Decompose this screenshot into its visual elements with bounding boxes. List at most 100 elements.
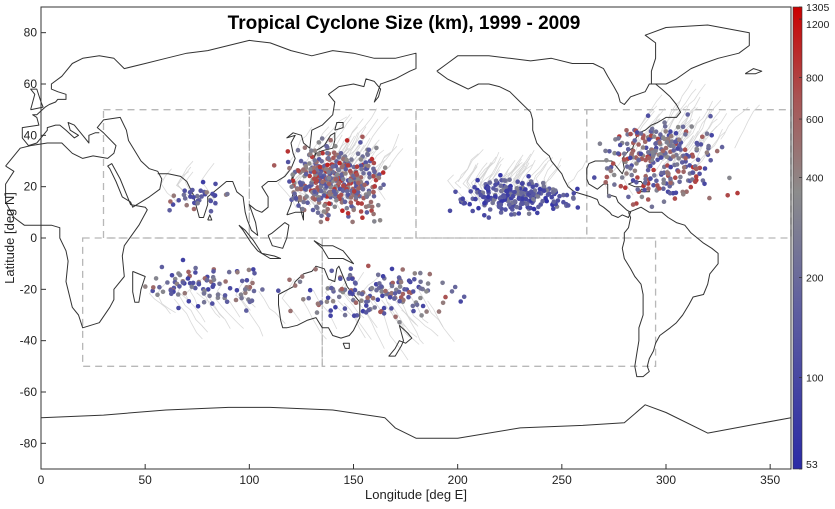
storm-point	[360, 215, 365, 220]
storm-point	[531, 197, 536, 202]
storm-point	[307, 173, 313, 179]
storm-point	[571, 190, 577, 196]
storm-point	[498, 183, 504, 188]
storm-point	[205, 287, 211, 292]
storm-point	[549, 194, 554, 200]
storm-point	[604, 158, 609, 163]
coastline	[238, 224, 263, 254]
storm-point	[372, 219, 377, 224]
storm-point	[514, 204, 520, 210]
storm-point	[392, 291, 398, 296]
storm-point	[366, 263, 371, 269]
storm-track	[418, 290, 444, 328]
storm-point	[643, 176, 648, 182]
storm-point	[188, 194, 193, 199]
coastline	[132, 270, 146, 303]
storm-point	[661, 199, 667, 204]
storm-point	[276, 288, 281, 294]
storm-point	[366, 307, 372, 313]
storm-point	[719, 144, 725, 150]
storm-point	[342, 199, 348, 205]
storm-point	[412, 277, 417, 282]
storm-point	[300, 206, 305, 212]
storm-point	[326, 155, 331, 161]
storm-track	[427, 300, 455, 342]
storm-point	[356, 186, 361, 191]
storm-point	[424, 309, 429, 314]
storm-point	[603, 180, 608, 185]
storm-point	[180, 280, 186, 285]
storm-point	[325, 150, 330, 156]
storm-point	[697, 171, 702, 177]
storm-point	[659, 170, 664, 176]
storm-point	[690, 154, 696, 159]
coastline	[21, 39, 417, 236]
storm-point	[383, 288, 388, 294]
storm-point	[668, 180, 673, 185]
storm-point	[330, 298, 336, 304]
storm-point	[325, 162, 330, 168]
storm-point	[211, 277, 217, 283]
storm-point	[638, 151, 644, 157]
storm-point	[304, 184, 309, 190]
storm-point	[296, 203, 301, 208]
storm-point	[512, 199, 518, 204]
storm-point	[333, 143, 338, 149]
storm-point	[325, 216, 330, 222]
storm-point	[210, 284, 215, 290]
storm-point	[498, 202, 504, 208]
storm-point	[658, 151, 663, 157]
storm-point	[301, 167, 306, 172]
storm-point	[336, 294, 342, 300]
storm-point	[671, 154, 676, 159]
storm-track	[694, 131, 726, 169]
storm-point	[541, 188, 547, 193]
storm-track	[149, 287, 171, 315]
storm-point	[285, 159, 291, 165]
storm-track	[642, 143, 672, 180]
colorbar-tick-label: 1200	[806, 19, 830, 31]
storm-point	[493, 182, 498, 187]
storm-point	[649, 204, 655, 210]
basin-box	[102, 109, 250, 239]
storm-point	[233, 297, 239, 303]
storm-point	[642, 180, 648, 185]
storm-point	[374, 145, 379, 151]
storm-point	[468, 189, 474, 194]
storm-point	[326, 175, 332, 181]
storm-point	[344, 189, 350, 194]
storm-point	[347, 290, 353, 295]
storm-point	[222, 293, 228, 298]
colorbar-tick-label: 600	[806, 114, 824, 126]
storm-point	[176, 305, 181, 311]
storm-point	[298, 158, 304, 164]
storm-track	[160, 168, 178, 203]
storm-point	[671, 143, 676, 149]
storm-point	[239, 278, 245, 284]
storm-point	[704, 131, 710, 136]
storm-point	[352, 280, 358, 286]
storm-point	[326, 201, 332, 206]
storm-point	[661, 180, 666, 186]
storm-point	[341, 183, 346, 188]
storm-point	[302, 145, 308, 150]
storm-track	[677, 137, 706, 163]
storm-point	[540, 198, 545, 204]
storm-point	[397, 320, 402, 325]
storm-point	[606, 193, 612, 199]
storm-point	[447, 208, 453, 214]
storm-point	[632, 168, 638, 174]
storm-point	[336, 167, 342, 173]
storm-point	[325, 206, 331, 212]
storm-point	[673, 175, 678, 180]
storm-point	[623, 185, 628, 190]
storm-track	[501, 154, 524, 191]
storm-point	[329, 285, 334, 291]
storm-point	[338, 151, 344, 156]
storm-point	[247, 299, 253, 305]
storm-point	[247, 284, 253, 290]
storm-point	[485, 194, 491, 200]
storm-point	[191, 206, 197, 212]
storm-point	[665, 136, 671, 142]
chart-title: Tropical Cyclone Size (km), 1999 - 2009	[228, 13, 581, 34]
